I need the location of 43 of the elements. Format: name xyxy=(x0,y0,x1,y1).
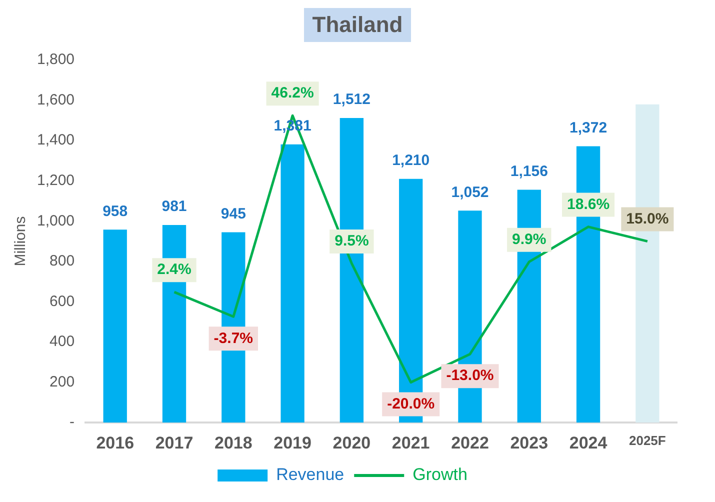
y-tick-label: 1,000 xyxy=(36,212,75,230)
data-label: 1,512 xyxy=(332,91,370,108)
y-tick-label: 200 xyxy=(50,373,75,390)
chart-title: Thailand xyxy=(304,8,411,42)
y-tick-label: 1,600 xyxy=(36,91,75,108)
y-tick-label: 600 xyxy=(50,292,75,310)
data-label: -3.7% xyxy=(214,330,253,347)
y-tick-label: 800 xyxy=(50,252,75,270)
y-tick-label: 1,400 xyxy=(36,132,75,149)
x-tick-label: 2020 xyxy=(332,433,371,452)
x-tick-label: 2023 xyxy=(510,433,548,452)
y-tick-label: - xyxy=(70,414,75,431)
x-tick-label: 2017 xyxy=(155,433,194,452)
x-tick-label: 2019 xyxy=(274,433,312,452)
data-label: 945 xyxy=(220,205,246,222)
data-label: 981 xyxy=(162,198,187,216)
legend-label: Growth xyxy=(412,465,468,484)
y-tick-label: 1,200 xyxy=(36,172,75,190)
y-tick-label: 1,800 xyxy=(36,51,75,68)
data-label: 2.4% xyxy=(157,261,192,278)
y-tick-label: 400 xyxy=(50,333,75,350)
data-label: 1,052 xyxy=(451,184,489,201)
y-axis-title: Millions xyxy=(12,216,30,266)
legend-label: Revenue xyxy=(276,465,344,484)
data-label: 9.9% xyxy=(512,230,546,248)
bar xyxy=(103,230,127,423)
x-tick-label: 2016 xyxy=(96,433,134,452)
bar xyxy=(280,144,304,423)
data-label: 1,156 xyxy=(510,162,548,180)
x-tick-label: 2024 xyxy=(569,433,608,452)
x-tick-label: 2021 xyxy=(392,433,430,452)
data-label: 1,210 xyxy=(392,152,430,169)
x-tick-label: 2022 xyxy=(451,433,489,452)
data-label: 15.0% xyxy=(626,210,669,228)
data-label: -20.0% xyxy=(387,395,435,412)
data-label: 958 xyxy=(102,202,128,220)
data-label: 9.5% xyxy=(334,232,369,250)
data-label: 18.6% xyxy=(567,196,610,213)
data-label: 46.2% xyxy=(271,84,314,102)
x-tick-label: 2018 xyxy=(214,433,252,452)
x-tick-label: 2025F xyxy=(628,432,666,448)
data-label: 1,372 xyxy=(570,119,608,136)
data-label: -13.0% xyxy=(446,367,494,384)
